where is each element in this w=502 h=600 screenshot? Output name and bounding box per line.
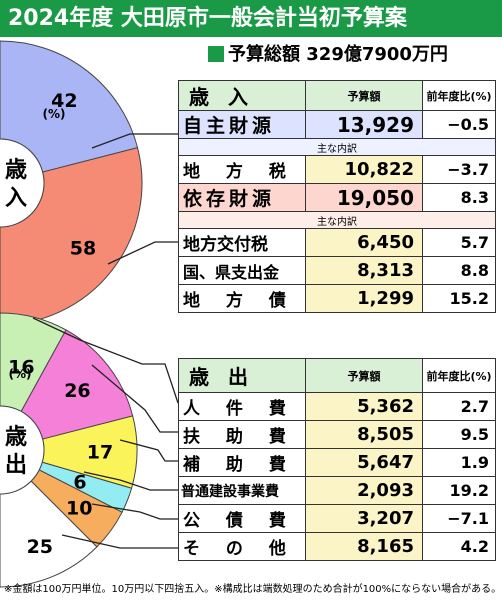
row-pct: 19.2 [422,476,496,505]
expense-table-head: 歳 出 予算額 前年度比(%) [178,358,496,393]
table-row: 扶 助 費 8,505 9.5 [178,420,496,449]
row-amount: 2,093 [305,476,423,505]
revenue-title-char1: 歳 [5,158,27,183]
row-pct: 8.3 [422,183,496,212]
row-pct: −7.1 [422,504,496,533]
row-label: 補 助 費 [178,448,306,477]
expense-head-amount: 予算額 [305,358,423,393]
table-row-sub: 主な内訳 [178,138,496,156]
row-label: 地 方 税 [178,155,306,184]
expense-center [0,405,45,495]
expense-data-label: 26 [64,380,90,402]
table-row: 人 件 費 5,362 2.7 [178,392,496,421]
revenue-center [0,138,45,228]
budget-total-text: 予算総額 329億7900万円 [228,44,448,65]
revenue-table: 歳 入 予算額 前年度比(%) 自主財源 13,929 −0.5 主な内訳 地 … [178,80,496,313]
table-row: 地方交付税 6,450 5.7 [178,228,496,257]
row-label: 普通建設事業費 [178,476,306,505]
row-pct: 4.2 [422,532,496,561]
revenue-pie-chart: 42 58 歳入 (%) [0,40,143,326]
leader-line-kosai [91,503,178,520]
table-row: 依存財源 19,050 8.3 [178,183,496,212]
revenue-data-label: 42 [51,90,77,112]
sub-breakdown-label: 主な内訳 [178,211,496,229]
revenue-head-label: 歳 入 [178,80,306,111]
expense-unit-label: (%) [9,367,32,381]
green-square-icon [208,46,224,62]
row-pct: 8.8 [422,256,496,285]
row-label: 公 債 費 [178,504,306,533]
table-row: 補 助 費 5,647 1.9 [178,448,496,477]
table-row: 国、県支出金 8,313 8.8 [178,256,496,285]
leader-line-fujo [91,364,178,433]
row-label: そ の 他 [178,532,306,561]
row-label: 依存財源 [178,183,306,212]
leader-lines [32,133,179,549]
row-pct: 1.9 [422,448,496,477]
row-amount: 8,165 [305,532,423,561]
row-label: 人 件 費 [178,392,306,421]
row-amount: 5,362 [305,392,423,421]
row-amount: 8,505 [305,420,423,449]
row-label: 自主財源 [178,110,306,139]
revenue-table-head: 歳 入 予算額 前年度比(%) [178,80,496,111]
expense-table: 歳 出 予算額 前年度比(%) 人 件 費 5,362 2.7 扶 助 費 8,… [178,358,496,561]
leader-line-hojo [119,439,178,462]
row-label: 国、県支出金 [178,256,306,285]
table-row: そ の 他 8,165 4.2 [178,532,496,561]
row-pct: 5.7 [422,228,496,257]
row-pct: 15.2 [422,284,496,313]
row-amount: 1,299 [305,284,423,313]
budget-total: 予算総額 329億7900万円 [208,42,448,68]
expense-title-char1: 歳 [5,425,27,450]
leader-line-sonota [61,534,178,549]
expense-pie-chart: 16 26 176 10 25 歳出 (%) [0,312,138,588]
row-label: 扶 助 費 [178,420,306,449]
revenue-unit-label: (%) [43,107,66,121]
expense-data-label: 6 [73,472,86,494]
leader-line-jinken [32,317,179,404]
row-label: 地 方 債 [178,284,306,313]
row-label: 地方交付税 [178,228,306,257]
revenue-title-char2: 入 [5,186,27,211]
row-amount: 5,647 [305,448,423,477]
expense-data-label: 10 [66,498,92,520]
table-row: 地 方 債 1,299 15.2 [178,284,496,313]
row-pct: −0.5 [422,110,496,139]
leader-line-jishu [91,133,178,149]
expense-head-pct: 前年度比(%) [422,358,496,393]
expense-data-label: 17 [87,442,113,464]
table-row: 公 債 費 3,207 −7.1 [178,504,496,533]
row-pct: 9.5 [422,420,496,449]
table-row-sub: 主な内訳 [178,211,496,229]
sub-breakdown-label: 主な内訳 [178,138,496,156]
expense-data-label: 25 [27,536,53,558]
leader-line-izon [107,241,178,265]
leader-line-futsu [83,471,178,491]
footnote: ※金額は100万円単位。10万円以下四捨五入。※構成比は端数処理のため合計が10… [4,584,502,595]
table-row: 普通建設事業費 2,093 19.2 [178,476,496,505]
expense-data-label: 16 [8,357,34,379]
row-pct: −3.7 [422,155,496,184]
revenue-head-amount: 予算額 [305,80,423,111]
row-amount: 8,313 [305,256,423,285]
row-amount: 19,050 [305,183,423,212]
table-row: 自主財源 13,929 −0.5 [178,110,496,139]
revenue-head-pct: 前年度比(%) [422,80,496,111]
row-amount: 3,207 [305,504,423,533]
row-amount: 10,822 [305,155,423,184]
row-amount: 6,450 [305,228,423,257]
revenue-data-label: 58 [70,237,96,259]
expense-head-label: 歳 出 [178,358,306,393]
row-pct: 2.7 [422,392,496,421]
row-amount: 13,929 [305,110,423,139]
page-title: 2024年度 大田原市一般会計当初予算案 [0,0,502,37]
expense-title-char2: 出 [5,453,27,478]
table-row: 地 方 税 10,822 −3.7 [178,155,496,184]
